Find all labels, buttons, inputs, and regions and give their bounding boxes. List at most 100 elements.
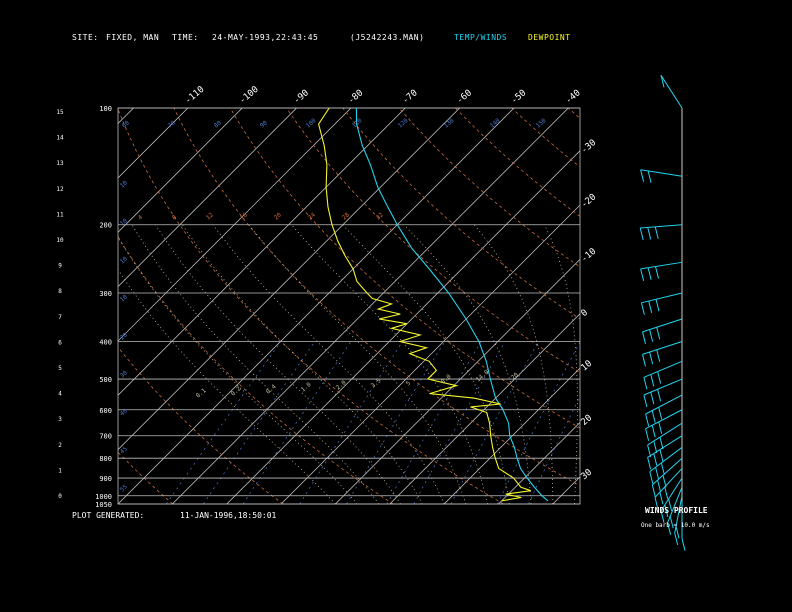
- dry-adiabat-line: [511, 108, 580, 168]
- left-small-label: 20: [119, 331, 129, 341]
- moist-adiabat-line: [403, 224, 532, 504]
- pressure-tick-label: 300: [99, 290, 112, 298]
- right-temp-label: 0: [580, 308, 591, 319]
- wind-barb: [648, 300, 653, 314]
- wind-shaft: [645, 394, 683, 415]
- wind-barb: [656, 349, 661, 362]
- mixing-ratio-line: [203, 341, 316, 504]
- wind-barb: [658, 421, 663, 434]
- dewpoint-line: [318, 108, 531, 502]
- isotherm-line: [118, 108, 189, 179]
- wind-barb: [659, 492, 664, 505]
- theta-label: 130: [443, 117, 456, 130]
- isotherm-line: [498, 421, 580, 504]
- wind-shaft: [641, 292, 683, 304]
- pressure-tick-label: 400: [99, 338, 112, 346]
- top-temp-label: -80: [346, 88, 365, 106]
- moist-adiabat-line: [342, 224, 510, 504]
- height-tick-label: 14: [56, 135, 64, 142]
- dry-adiabat-line: [118, 235, 394, 504]
- height-tick-label: 7: [58, 314, 62, 321]
- wind-barb: [654, 226, 659, 239]
- wind-barb: [681, 538, 686, 551]
- wind-shaft: [643, 360, 683, 378]
- isobars: [117, 107, 581, 505]
- wind-barb: [660, 510, 665, 523]
- top-temp-label: -50: [510, 88, 529, 106]
- wind-barb: [640, 302, 645, 315]
- wind-barb: [647, 267, 652, 280]
- dry-adiabat-line: [286, 108, 580, 374]
- wind-shaft: [645, 409, 683, 430]
- wind-barb: [640, 268, 645, 282]
- left-small-label: 10: [119, 293, 129, 303]
- left-small-label: 10: [119, 255, 129, 265]
- wind-barb: [655, 467, 660, 480]
- mixing-ratio-label: 1.0: [300, 381, 313, 394]
- height-tick-label: 1: [58, 467, 62, 474]
- mixing-ratio-label: 0.4: [265, 383, 278, 396]
- left-small-label: 30: [119, 369, 129, 379]
- wind-barb: [653, 453, 658, 466]
- axis-labels: 1002003004005006007008009001000105015141…: [56, 85, 598, 509]
- height-tick-label: 2: [58, 442, 62, 449]
- right-temp-label: -30: [580, 138, 599, 156]
- wind-shaft: [642, 318, 683, 333]
- wind-shaft: [647, 435, 683, 458]
- mixing-ratio-label: 8.0: [440, 373, 453, 386]
- wind-barb: [649, 329, 654, 342]
- mixing-ratio-line: [386, 341, 482, 504]
- height-tick-label: 6: [58, 339, 62, 346]
- wind-barb: [674, 532, 679, 546]
- moist-adiabat-line: [248, 224, 467, 504]
- mixing-ratio-label: 20: [510, 371, 520, 381]
- site-value: FIXED, MAN: [106, 33, 160, 42]
- wind-profile-subtitle: One barb = 10.0 m/s: [641, 522, 710, 529]
- isotherm-line: [0, 108, 79, 504]
- height-tick-label: 12: [56, 186, 64, 193]
- moist-adiabat-line: [118, 236, 358, 504]
- plot-generated-value: 11-JAN-1996,18:50:01: [180, 511, 277, 520]
- dry-adiabat-line: [229, 108, 580, 429]
- wind-barb: [657, 479, 662, 493]
- dry-adiabat-label: 12: [205, 211, 215, 221]
- mixing-ratio-line: [299, 341, 403, 504]
- wind-barb: [655, 266, 659, 279]
- wind-barb: [664, 486, 669, 500]
- moist-adiabat-line: [181, 224, 423, 504]
- theta-label: 60: [121, 119, 131, 129]
- top-temp-label: -100: [238, 85, 261, 107]
- wind-shaft: [647, 422, 683, 446]
- theta-label: 140: [489, 117, 502, 130]
- wind-barb: [640, 169, 645, 182]
- dry-adiabat-line: [118, 346, 284, 504]
- wind-barb: [651, 410, 656, 423]
- wind-barb: [642, 331, 646, 345]
- wind-barb: [655, 299, 660, 312]
- isotherm-line: [118, 108, 406, 396]
- wind-barb: [669, 516, 674, 529]
- isotherm-line: [118, 108, 297, 288]
- wind-barb: [647, 444, 652, 458]
- site-label: SITE:: [72, 33, 99, 42]
- height-tick-label: 4: [58, 391, 62, 398]
- theta-label: 70: [167, 119, 177, 129]
- dry-adiabat-line: [398, 108, 580, 268]
- pressure-tick-label: 200: [99, 222, 112, 230]
- pressure-tick-label: 100: [99, 105, 112, 113]
- wind-barb: [659, 436, 664, 450]
- top-temp-label: -60: [455, 88, 474, 106]
- mixing-ratio-line: [497, 341, 580, 504]
- left-small-label: 40: [119, 407, 129, 417]
- height-tick-label: 0: [58, 493, 62, 500]
- time-value: 24-MAY-1993,22:43:45: [212, 33, 319, 42]
- top-temp-label: -70: [401, 88, 420, 106]
- right-temp-label: 20: [580, 413, 595, 428]
- plot-generated-label: PLOT GENERATED:: [72, 511, 145, 520]
- theta-label: 110: [351, 117, 364, 130]
- isotherm-line: [118, 108, 243, 233]
- dry-adiabat-line: [567, 108, 580, 119]
- dry-adiabat-label: 4: [137, 214, 145, 222]
- mixing-ratio-line: [346, 341, 446, 504]
